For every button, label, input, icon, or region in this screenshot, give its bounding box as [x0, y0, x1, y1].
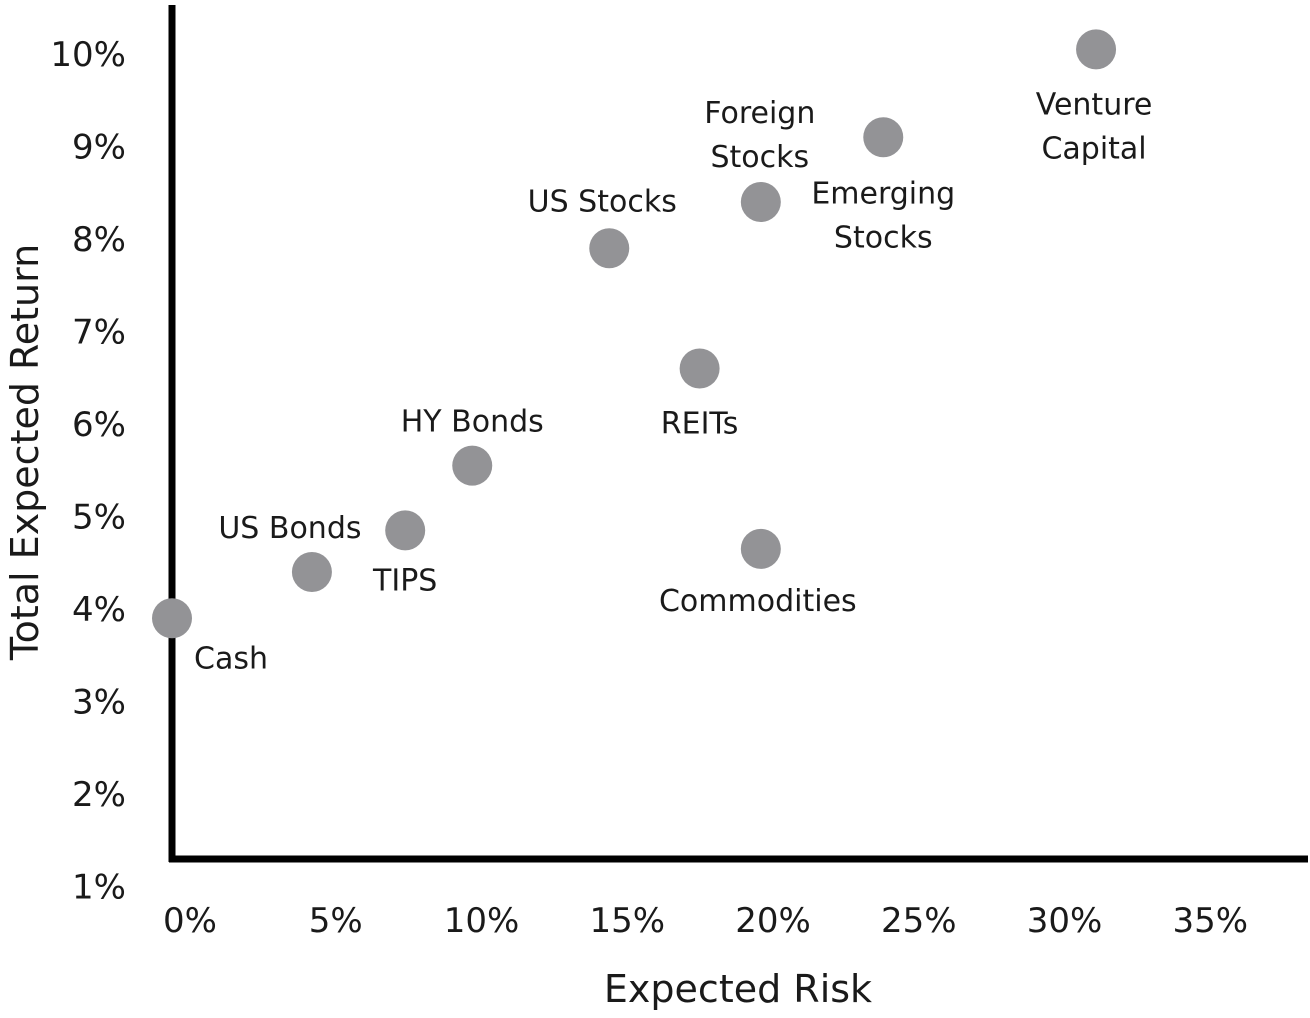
y-tick-label: 3%: [72, 683, 126, 723]
data-point: [385, 510, 426, 551]
point-label: Foreign Stocks: [704, 96, 815, 175]
x-tick-label: 20%: [735, 901, 811, 941]
point-label: HY Bonds: [401, 405, 544, 440]
y-tick-label: 8%: [72, 220, 126, 260]
y-tick-label: 7%: [72, 313, 126, 353]
x-tick-label: 35%: [1172, 901, 1248, 941]
data-point: [863, 117, 904, 158]
point-label: Cash: [194, 641, 268, 676]
data-points: [152, 29, 1117, 639]
data-point: [589, 228, 630, 269]
y-tick-label: 1%: [72, 868, 126, 908]
y-tick-label: 4%: [72, 590, 126, 630]
data-point: [740, 528, 781, 569]
x-axis-title: Expected Risk: [604, 967, 872, 1011]
point-label: Venture Capital: [1036, 87, 1153, 166]
data-point: [679, 348, 720, 389]
data-point: [740, 182, 781, 222]
point-label: Commodities: [659, 584, 857, 619]
data-point: [452, 445, 493, 486]
y-tick-label: 6%: [72, 405, 126, 445]
x-tick-label: 15%: [589, 901, 665, 941]
data-point: [291, 552, 332, 592]
point-labels: Cash US Bonds TIPS HY Bonds US Stocks REITs Co…: [194, 87, 1152, 676]
point-label: Emerging Stocks: [811, 176, 955, 255]
x-tick-label: 25%: [881, 901, 957, 941]
y-tick-label: 5%: [72, 498, 126, 538]
y-axis-title: Total Expected Return: [3, 244, 47, 661]
x-tick-label: 0%: [163, 901, 217, 941]
y-axis-tick-labels: 1% 2% 3% 4% 5% 6% 7% 8% 9% 10%: [50, 35, 126, 908]
x-axis-tick-labels: 0% 5% 10% 15% 20% 25% 30% 35%: [163, 901, 1248, 941]
data-point: [1076, 29, 1117, 70]
x-tick-label: 5%: [309, 901, 363, 941]
point-label: US Stocks: [528, 184, 677, 219]
y-tick-label: 2%: [72, 775, 126, 815]
data-point: [152, 598, 192, 639]
point-label: TIPS: [372, 563, 437, 598]
point-label: US Bonds: [218, 511, 361, 546]
point-label: REITs: [661, 407, 739, 442]
y-tick-label: 10%: [50, 35, 126, 75]
x-tick-label: 30%: [1027, 901, 1103, 941]
y-tick-label: 9%: [72, 128, 126, 168]
x-tick-label: 10%: [444, 901, 520, 941]
